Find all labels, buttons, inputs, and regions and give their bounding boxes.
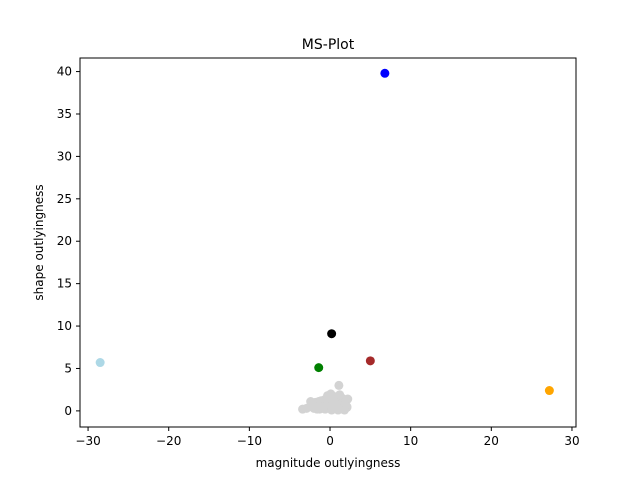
x-tick-label: −20 bbox=[156, 434, 181, 448]
data-point bbox=[95, 358, 105, 368]
data-point bbox=[335, 390, 345, 400]
y-tick-label: 40 bbox=[57, 65, 72, 79]
scatter-series bbox=[380, 68, 390, 78]
data-point bbox=[544, 386, 554, 396]
x-axis-ticks: −30 −20 −10 0 10 20 30 bbox=[75, 427, 580, 448]
y-tick-label: 30 bbox=[57, 149, 72, 163]
axes-background bbox=[80, 58, 576, 427]
y-axis-ticks: 0 5 10 15 20 25 30 35 40 bbox=[57, 65, 80, 418]
data-point bbox=[333, 405, 343, 415]
data-point bbox=[340, 405, 350, 415]
data-point bbox=[328, 399, 338, 409]
scatter-series bbox=[544, 386, 554, 396]
chart-title: MS-Plot bbox=[302, 37, 355, 53]
y-axis-label: shape outlyingness bbox=[32, 184, 46, 300]
x-tick-label: 30 bbox=[564, 434, 579, 448]
data-point bbox=[365, 356, 375, 366]
scatter-series bbox=[95, 358, 105, 368]
x-tick-label: 0 bbox=[326, 434, 334, 448]
axes-frame bbox=[79, 57, 577, 428]
points-layer bbox=[95, 68, 554, 415]
y-tick-label: 0 bbox=[64, 404, 72, 418]
x-tick-label: 20 bbox=[484, 434, 499, 448]
x-axis-label: magnitude outlyingness bbox=[256, 456, 401, 470]
y-tick-label: 15 bbox=[57, 277, 72, 291]
data-point bbox=[327, 329, 337, 339]
scatter-series bbox=[298, 380, 353, 415]
plot-area bbox=[79, 57, 577, 428]
x-tick-label: −30 bbox=[75, 434, 100, 448]
data-point bbox=[323, 391, 333, 401]
x-tick-label: 10 bbox=[403, 434, 418, 448]
scatter-series bbox=[314, 363, 324, 373]
y-tick-label: 10 bbox=[57, 319, 72, 333]
scatter-series bbox=[327, 329, 337, 339]
y-tick-label: 25 bbox=[57, 192, 72, 206]
y-tick-label: 35 bbox=[57, 107, 72, 121]
y-tick-label: 5 bbox=[64, 361, 72, 375]
scatter-series bbox=[365, 356, 375, 366]
data-point bbox=[380, 68, 390, 78]
x-tick-label: −10 bbox=[237, 434, 262, 448]
data-point bbox=[334, 380, 344, 390]
data-point bbox=[343, 394, 353, 404]
data-point bbox=[307, 401, 317, 411]
data-point bbox=[314, 363, 324, 373]
y-tick-label: 20 bbox=[57, 234, 72, 248]
data-point bbox=[317, 402, 327, 412]
